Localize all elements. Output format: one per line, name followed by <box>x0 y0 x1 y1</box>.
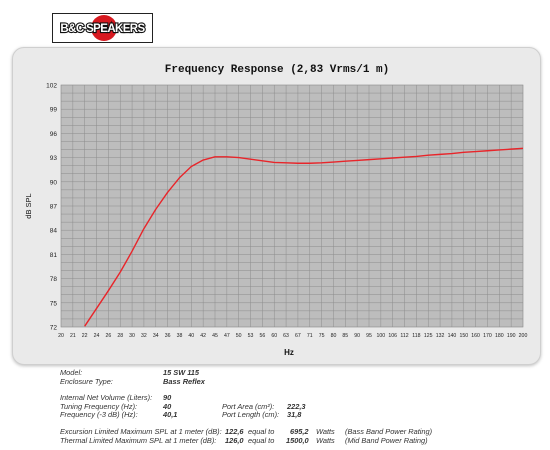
x-tick-label: 21 <box>70 333 76 339</box>
model-label: Model: <box>60 368 83 377</box>
x-tick-label: 26 <box>105 333 111 339</box>
volume-value: 90 <box>163 393 172 402</box>
y-tick-label: 84 <box>50 228 58 235</box>
response-curve <box>84 147 524 327</box>
x-tick-label: 75 <box>319 333 325 339</box>
thermal-unit: Watts <box>316 435 335 445</box>
x-tick-label: 150 <box>459 333 468 339</box>
speaker-specs: Model: 15 SW 115 Enclosure Type: Bass Re… <box>60 368 540 450</box>
y-tick-label: 81 <box>50 252 58 259</box>
frequency-response-chart: Frequency Response (2,83 Vrms/1 m) 72757… <box>24 64 527 357</box>
excursion-note: (Bass Band Power Rating) <box>345 427 433 436</box>
excursion-spl-value: 122,6 <box>225 427 244 436</box>
x-tick-label: 22 <box>82 333 88 339</box>
x-tick-label: 80 <box>331 333 337 339</box>
y-tick-label: 75 <box>50 300 58 307</box>
x-tick-label: 40 <box>188 333 194 339</box>
model-value: 15 SW 115 <box>163 368 200 377</box>
x-tick-label: 24 <box>94 333 100 339</box>
port-area-value: 222,3 <box>287 401 306 411</box>
x-tick-label: 170 <box>483 333 492 339</box>
y-tick-label: 78 <box>50 276 58 283</box>
x-tick-label: 118 <box>412 333 420 339</box>
thermal-equal-text: equal to <box>248 435 275 445</box>
y-tick-labels: 72 75 78 81 84 87 90 93 96 99 102 <box>46 83 57 332</box>
x-tick-label: 200 <box>519 333 528 339</box>
x-tick-label: 47 <box>224 333 230 339</box>
y-tick-label: 102 <box>46 83 57 90</box>
y-tick-label: 96 <box>50 131 58 138</box>
excursion-unit: Watts <box>316 427 335 436</box>
x-axis-label: Hz <box>284 348 294 357</box>
x-tick-label: 95 <box>366 333 372 339</box>
volume-label: Internal Net Volume (Liters): <box>60 393 153 402</box>
tuning-value: 40 <box>163 401 172 411</box>
y-tick-label: 99 <box>50 107 58 114</box>
x-tick-label: 112 <box>400 333 408 339</box>
x-tick-label: 160 <box>471 333 480 339</box>
x-tick-label: 28 <box>117 333 123 339</box>
x-tick-label: 90 <box>354 333 360 339</box>
grid-lines <box>61 85 523 327</box>
tuning-label: Tuning Frequency (Hz): <box>60 401 138 411</box>
chart-title: Frequency Response (2,83 Vrms/1 m) <box>165 64 389 76</box>
y-axis-label: dB SPL <box>24 193 33 218</box>
thermal-watts-value: 1500,0 <box>286 435 309 445</box>
logo-text: B&C SPEAKERS <box>60 23 145 35</box>
x-tick-label: 125 <box>424 333 433 339</box>
x-tick-label: 42 <box>200 333 206 339</box>
x-tick-label: 67 <box>295 333 301 339</box>
x-tick-label: 45 <box>212 333 218 339</box>
thermal-spl-value: 126,0 <box>225 435 244 445</box>
x-tick-label: 100 <box>377 333 386 339</box>
port-length-value: 31,8 <box>287 410 302 420</box>
y-tick-label: 87 <box>50 204 58 211</box>
enclosure-label: Enclosure Type: <box>60 376 113 386</box>
enclosure-value: Bass Reflex <box>163 376 205 386</box>
bc-speakers-logo: B&C SPEAKERS <box>52 13 153 43</box>
thermal-label: Thermal Limited Maximum SPL at 1 meter (… <box>60 435 217 445</box>
x-tick-label: 190 <box>507 333 516 339</box>
chart-panel: Frequency Response (2,83 Vrms/1 m) 72 75 7… <box>12 47 541 365</box>
excursion-label: Excursion Limited Maximum SPL at 1 meter… <box>60 427 222 436</box>
excursion-equal-text: equal to <box>248 427 275 436</box>
x-tick-label: 63 <box>283 333 289 339</box>
x-tick-label: 140 <box>448 333 457 339</box>
y-tick-label: 72 <box>50 325 58 332</box>
x-tick-labels: 20 21 22 24 26 28 30 32 34 36 38 40 42 45 47 50 53 56 60 63… <box>58 333 527 339</box>
x-tick-label: 71 <box>307 333 313 339</box>
y-tick-label: 93 <box>50 155 58 162</box>
f3-label: Frequency (-3 dB) (Hz): <box>60 410 138 420</box>
y-tick-label: 90 <box>50 179 58 186</box>
excursion-watts-value: 695,2 <box>290 427 309 436</box>
x-tick-label: 36 <box>165 333 171 339</box>
x-tick-label: 32 <box>141 333 147 339</box>
x-tick-label: 38 <box>177 333 183 339</box>
x-tick-label: 180 <box>495 333 504 339</box>
x-tick-label: 106 <box>388 333 397 339</box>
port-length-label: Port Length (cm): <box>222 410 280 420</box>
x-tick-label: 50 <box>236 333 242 339</box>
x-tick-label: 60 <box>271 333 277 339</box>
port-area-label: Port Area (cm²): <box>222 401 275 411</box>
x-tick-label: 56 <box>259 333 265 339</box>
x-tick-label: 34 <box>153 333 159 339</box>
x-tick-label: 20 <box>58 333 64 339</box>
x-tick-label: 85 <box>342 333 348 339</box>
f3-value: 40,1 <box>163 410 178 420</box>
thermal-note: (Mid Band Power Rating) <box>345 435 428 445</box>
x-tick-label: 30 <box>129 333 135 339</box>
x-tick-label: 132 <box>436 333 445 339</box>
x-tick-label: 53 <box>248 333 254 339</box>
